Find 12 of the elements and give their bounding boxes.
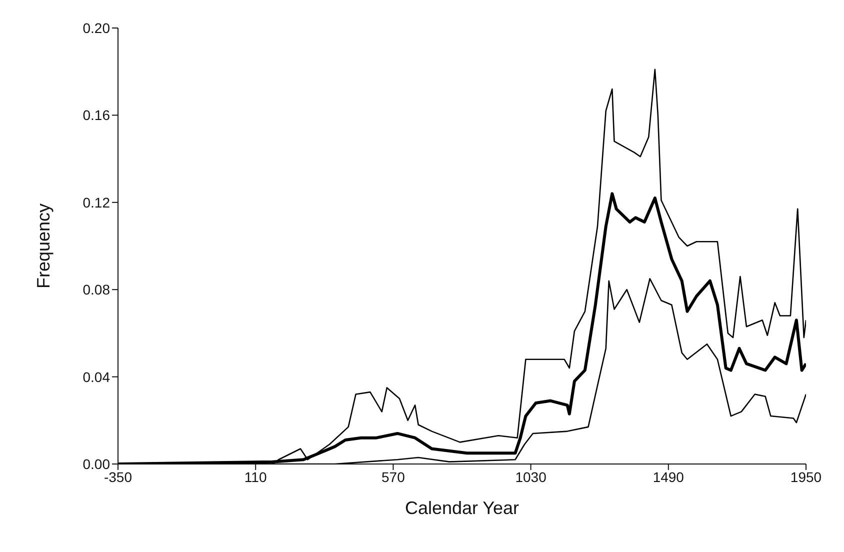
x-tick-label: 1030 <box>515 468 547 485</box>
x-tick-label: 1950 <box>790 468 822 485</box>
x-tick-label: 1490 <box>652 468 684 485</box>
y-tick-label: 0.12 <box>82 194 110 210</box>
x-axis-title: Calendar Year <box>404 498 520 518</box>
y-axis-title: Frequency <box>33 203 54 289</box>
y-tick-label: 0.08 <box>82 282 110 298</box>
y-tick-label: 0.04 <box>82 368 110 385</box>
y-tick-label: 0.20 <box>82 20 110 36</box>
x-tick-label: 570 <box>382 468 406 485</box>
x-tick-label: 110 <box>244 468 267 485</box>
y-tick-label: 0.16 <box>82 107 110 124</box>
